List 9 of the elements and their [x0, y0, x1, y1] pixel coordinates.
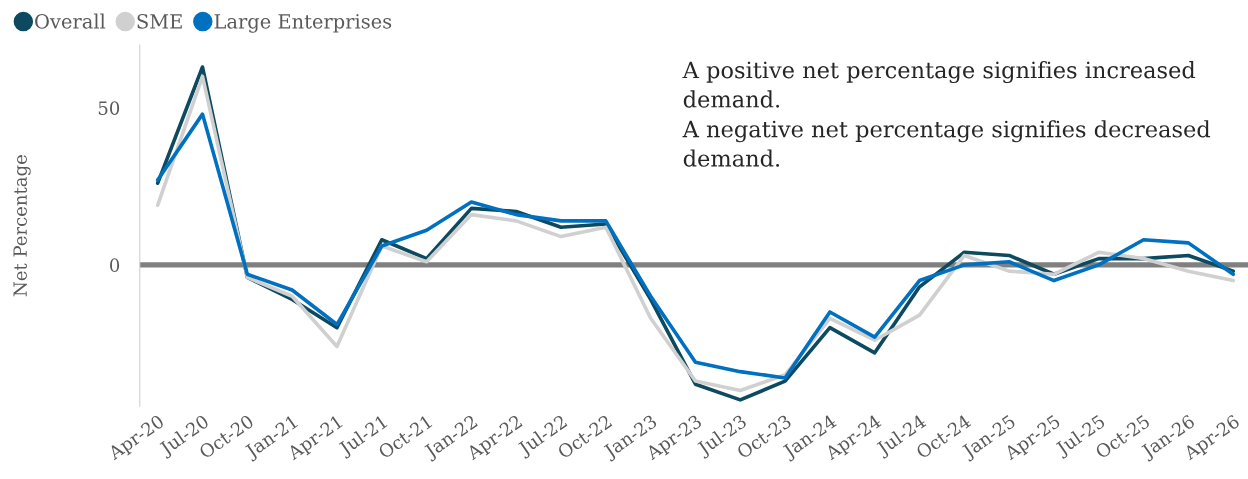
y-tick-label: 0 — [110, 258, 120, 272]
legend-label: SME — [137, 13, 182, 29]
annotation: A negative net percentage signifies decreased demand. — [682, 120, 1211, 167]
line-series — [155, 112, 1236, 380]
legend-label: Overall — [35, 13, 106, 29]
y-tick-label: 50 — [98, 101, 120, 115]
y-axis-title: Net Percentage — [13, 155, 31, 297]
legend-label: Large Enterprises — [214, 14, 392, 33]
annotation: A positive net percentage signifies increased demand. — [682, 61, 1196, 108]
